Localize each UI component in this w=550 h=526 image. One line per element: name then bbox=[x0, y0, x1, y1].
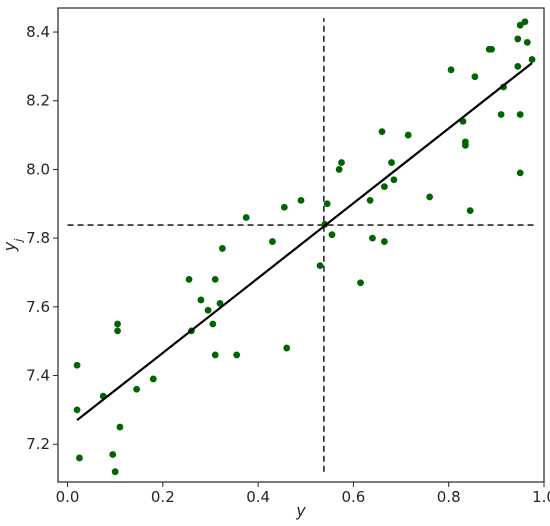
data-point bbox=[211, 351, 219, 359]
data-point bbox=[242, 214, 250, 221]
y-axis-label: yj bbox=[0, 238, 25, 252]
data-point bbox=[516, 169, 524, 177]
data-point bbox=[488, 45, 495, 53]
data-point bbox=[369, 234, 376, 242]
data-point bbox=[516, 111, 524, 118]
data-point bbox=[380, 238, 388, 245]
data-point bbox=[466, 207, 474, 215]
data-point bbox=[109, 451, 117, 458]
y-tick-label: 8.4 bbox=[26, 23, 50, 41]
data-point bbox=[116, 423, 124, 431]
x-tick-label: 0.8 bbox=[437, 488, 461, 506]
data-point bbox=[461, 138, 469, 146]
data-point bbox=[149, 375, 157, 383]
data-point bbox=[521, 18, 529, 26]
x-tick-label: 0.2 bbox=[151, 488, 175, 506]
data-point bbox=[197, 296, 205, 304]
data-point bbox=[514, 35, 522, 43]
data-points bbox=[73, 18, 536, 476]
data-point bbox=[73, 406, 81, 414]
data-point bbox=[297, 196, 305, 204]
data-point bbox=[447, 66, 455, 74]
data-point bbox=[426, 193, 434, 201]
y-tick-label: 8.0 bbox=[26, 160, 50, 178]
data-point bbox=[404, 131, 412, 139]
data-point bbox=[280, 203, 288, 211]
data-point bbox=[514, 62, 522, 70]
x-tick-label: 0.4 bbox=[246, 488, 270, 506]
data-point bbox=[528, 56, 536, 63]
data-point bbox=[111, 468, 119, 476]
data-point bbox=[335, 166, 343, 173]
data-point bbox=[133, 385, 141, 393]
x-axis-label: y bbox=[295, 501, 306, 520]
x-tick-label: 1.0 bbox=[532, 488, 550, 506]
data-point bbox=[204, 306, 212, 314]
data-point bbox=[378, 128, 386, 136]
data-point bbox=[233, 351, 241, 359]
data-point bbox=[185, 275, 193, 283]
data-point bbox=[366, 196, 374, 204]
data-point bbox=[388, 159, 395, 166]
data-point bbox=[269, 238, 276, 245]
reference-lines bbox=[67, 18, 535, 472]
y-tick-label: 7.4 bbox=[26, 367, 50, 385]
data-point bbox=[380, 183, 388, 191]
y-tick-label: 8.2 bbox=[26, 92, 50, 110]
data-point bbox=[76, 454, 83, 462]
x-tick-label: 0.0 bbox=[56, 488, 80, 506]
data-point bbox=[497, 111, 505, 118]
data-point bbox=[523, 38, 531, 46]
x-axis: 0.0 0.2 0.4 0.6 0.8 1.0 bbox=[56, 482, 550, 506]
data-point bbox=[390, 176, 398, 184]
data-point bbox=[73, 361, 81, 369]
data-point bbox=[516, 21, 524, 29]
data-point bbox=[338, 159, 345, 166]
data-point bbox=[218, 245, 226, 252]
y-tick-label: 7.6 bbox=[26, 298, 50, 316]
plot-frame bbox=[57, 7, 545, 483]
y-tick-label: 7.8 bbox=[26, 229, 50, 247]
data-point bbox=[211, 275, 219, 283]
data-point bbox=[209, 320, 217, 328]
x-tick-label: 0.6 bbox=[341, 488, 365, 506]
fit-line-group bbox=[76, 62, 533, 422]
data-point bbox=[328, 231, 336, 239]
data-point bbox=[283, 344, 291, 352]
y-axis: 7.2 7.4 7.6 7.8 8.0 8.2 8.4 bbox=[26, 23, 58, 453]
data-point bbox=[114, 320, 121, 328]
fit-line bbox=[76, 62, 533, 422]
data-point bbox=[216, 299, 224, 307]
data-point bbox=[316, 262, 324, 270]
data-point bbox=[114, 327, 121, 335]
data-point bbox=[323, 200, 331, 208]
y-tick-label: 7.2 bbox=[26, 435, 50, 453]
data-point bbox=[471, 73, 479, 81]
data-point bbox=[357, 279, 364, 287]
